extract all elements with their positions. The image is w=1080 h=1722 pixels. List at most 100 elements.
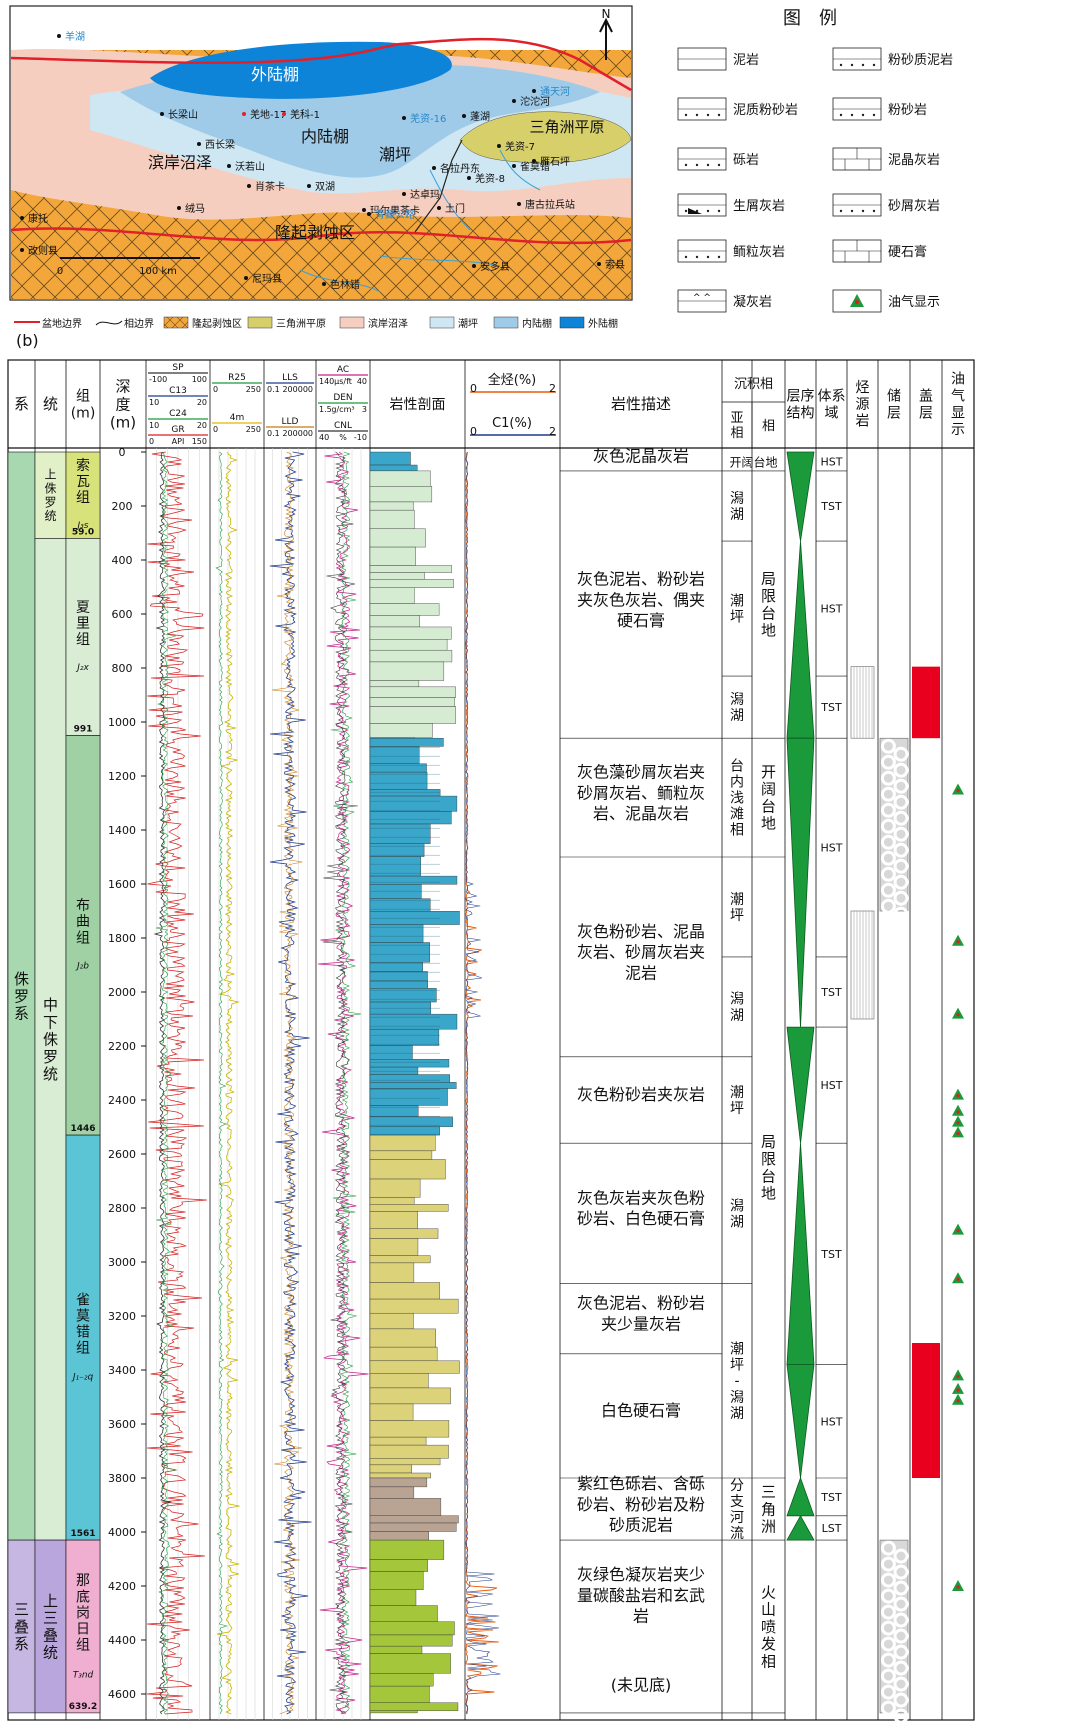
header-depth: (m)	[110, 413, 136, 431]
system-name-char: 系	[14, 1005, 29, 1023]
lith-bed	[369, 971, 428, 982]
lith-description-line: 泥岩	[625, 964, 657, 983]
lith-bed	[369, 649, 453, 663]
legend-dot	[850, 63, 854, 67]
legend-label: 泥晶灰岩	[888, 153, 940, 168]
lith-bed	[369, 1464, 412, 1474]
legend-dot	[861, 63, 865, 67]
legend-dot	[684, 209, 688, 213]
tract-label: TST	[820, 701, 842, 714]
series-name-char: 中	[43, 996, 58, 1014]
formation-cell	[65, 735, 101, 1136]
header-subfacies-char: 亚	[730, 411, 743, 426]
lith-bed	[369, 1312, 414, 1330]
lith-description-line: 灰色泥岩、粉砂岩	[577, 570, 705, 589]
legend-item	[677, 193, 727, 217]
subfacies-label-char: 潟	[730, 692, 744, 708]
reservoir-pore	[880, 1572, 896, 1588]
header-description: 岩性描述	[611, 395, 671, 413]
place-label: 各拉丹东	[440, 162, 480, 175]
legend-label: 鲕粒灰岩	[733, 245, 785, 260]
legend-show-dot	[855, 300, 859, 304]
legend-item	[832, 193, 882, 217]
oil-gas-show-dot	[956, 1110, 960, 1114]
header-show: 油	[951, 372, 965, 388]
depth-tick-label: 800	[112, 662, 133, 675]
reservoir-pore	[880, 1604, 896, 1620]
subfacies-label-char: 分	[730, 1478, 744, 1494]
header-sequence: 结构	[787, 405, 815, 421]
reservoir-pore	[880, 1588, 896, 1604]
place-marker	[57, 34, 61, 38]
cnl-max: -10	[354, 433, 367, 442]
depth-tick-label: 2000	[108, 986, 136, 999]
reservoir-pore	[880, 802, 896, 818]
series-name-char: 统	[44, 509, 56, 523]
oil-gas-show-dot	[956, 1277, 960, 1281]
lith-bed	[369, 470, 431, 487]
formation-name-char: 底	[76, 1589, 90, 1605]
subfacies-label-char: 潮	[730, 593, 744, 609]
subfacies-label-char: 滩	[730, 807, 744, 823]
lith-bed	[369, 1444, 449, 1459]
system-name-char: 系	[14, 1635, 29, 1653]
lith-bed	[369, 1204, 449, 1212]
subfacies-label-char: 流	[730, 1526, 744, 1542]
sequence-triangle	[786, 1026, 815, 1144]
subfacies-label-char: 坪	[730, 610, 744, 626]
lls-curve	[269, 451, 312, 1715]
place-label: 双湖	[315, 181, 335, 193]
depth-tick-label: 1800	[108, 932, 136, 945]
system-name-char: 侏	[14, 970, 29, 988]
legend-item	[677, 239, 727, 263]
formation-name-char: 组	[76, 1638, 90, 1654]
c13-max: 20	[197, 398, 207, 407]
sp-min: -100	[149, 375, 167, 384]
lld-curve	[271, 451, 303, 1715]
legend-dot	[717, 163, 721, 167]
place-label: 沱沱河	[520, 95, 550, 108]
subfacies-label: 开阔台地	[729, 454, 777, 469]
scale-zero: 0	[57, 266, 63, 277]
lith-description: 白色硬石膏	[601, 1401, 681, 1420]
subfacies-label-char: -	[734, 1374, 739, 1390]
place-marker	[532, 89, 536, 93]
subfacies-label: 潮坪	[730, 1085, 744, 1117]
reservoir-pore	[893, 906, 909, 922]
subfacies-label: 潟湖	[730, 1198, 744, 1230]
lith-bed	[369, 988, 437, 1003]
lith-bed	[369, 565, 452, 573]
legend-dot	[872, 63, 876, 67]
lith-bed	[369, 1178, 421, 1198]
header-c1: C1(%)	[492, 416, 532, 431]
subfacies-label-char: 潮	[730, 892, 744, 908]
formation-name-char: 日	[76, 1622, 90, 1638]
facies-label-char: 火	[761, 1583, 776, 1601]
series-name-char: 侏	[43, 1031, 58, 1049]
header-formation: 组	[76, 389, 90, 405]
lith-bed	[369, 509, 415, 530]
legend-dot	[706, 113, 710, 117]
lith-bed	[369, 738, 444, 747]
header-show: 显	[951, 405, 965, 421]
legend-brick	[844, 148, 870, 170]
lith-bed	[369, 1211, 418, 1229]
depth-tick-label: 2400	[108, 1094, 136, 1107]
depth-tick-label: 2800	[108, 1202, 136, 1215]
ac-name: AC	[337, 365, 349, 375]
legend-item	[677, 97, 727, 121]
lith-bed	[369, 1589, 417, 1606]
subfacies-label-char: 潟	[730, 992, 744, 1008]
reservoir-pore	[893, 1628, 909, 1644]
subfacies-label: 潟湖	[730, 491, 744, 523]
series-name-char: 三	[43, 1609, 58, 1627]
oil-gas-show-dot	[956, 1399, 960, 1403]
facies-label-char: 开	[761, 763, 776, 781]
reservoir-pore	[880, 1700, 896, 1716]
reservoir-pore	[893, 1580, 909, 1596]
reservoir-pore	[880, 866, 896, 882]
place-label: 康托	[28, 212, 48, 225]
